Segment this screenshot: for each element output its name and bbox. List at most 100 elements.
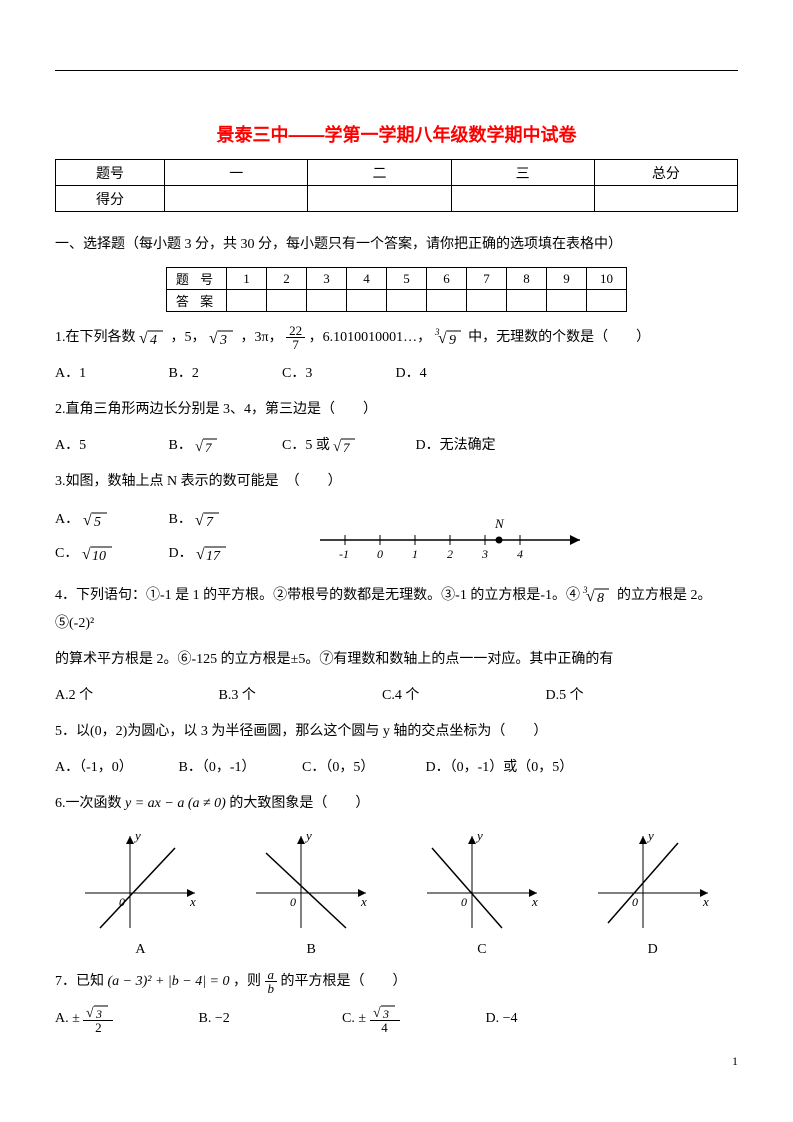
svg-text:y: y — [646, 828, 654, 843]
q7-D: D. −4 — [486, 1005, 586, 1033]
q6-labels: A B C D — [55, 942, 738, 958]
q4-D: D.5 个 — [546, 682, 706, 710]
q7-c: 的平方根是（ ） — [281, 974, 407, 989]
q2-opts: A．5 B． √7 C．5 或 √7 D．无法确定 — [55, 432, 738, 460]
q6-lB: B — [251, 942, 371, 958]
ag-a10 — [587, 290, 627, 312]
q4-line2: 的算术平方根是 2。⑥-125 的立方根是±5。⑦有理数和数轴上的点一一对应。其… — [55, 646, 738, 674]
q4-opts: A.2 个 B.3 个 C.4 个 D.5 个 — [55, 682, 738, 710]
svg-text:√: √ — [86, 1006, 94, 1020]
sqrt10-icon: √10 — [82, 543, 116, 565]
q1-B: B．2 — [169, 360, 279, 388]
ag-a3 — [307, 290, 347, 312]
ag-a8 — [507, 290, 547, 312]
q4-B: B.3 个 — [219, 682, 379, 710]
q5: 5．以(0，2)为圆心，以 3 为半径画圆，那么这个圆与 y 轴的交点坐标为（ … — [55, 718, 738, 746]
svg-text:√: √ — [333, 439, 342, 455]
ag-a5 — [387, 290, 427, 312]
svg-text:0: 0 — [632, 895, 638, 909]
svg-text:10: 10 — [92, 549, 106, 564]
q2: 2.直角三角形两边长分别是 3、4，第三边是（ ） — [55, 396, 738, 424]
sqrt7b-icon: √7 — [333, 436, 359, 456]
q3-C: C． √10 — [55, 540, 165, 568]
q2-C: C．5 或 √7 — [282, 432, 412, 460]
exam-title: 景泰三中——学第一学期八年级数学期中试卷 — [55, 121, 738, 147]
svg-text:√: √ — [83, 512, 92, 529]
ag-n2: 2 — [267, 268, 307, 290]
q5-D: D．（0，-1）或（0，5） — [426, 754, 574, 782]
svg-text:N: N — [494, 516, 505, 531]
frac-sqrt3-4: √3 4 — [370, 1004, 400, 1034]
q1-a: 1.在下列各数 — [55, 330, 136, 345]
q6-b: 的大致图象是（ ） — [229, 796, 369, 811]
cuberoot9-icon: 3√9 — [435, 327, 465, 349]
graph-D: y x 0 — [588, 828, 718, 938]
q6-lA: A — [80, 942, 200, 958]
svg-text:√: √ — [196, 546, 205, 563]
q5-B: B．（0，-1） — [179, 754, 299, 782]
q3-B: B． √7 — [169, 506, 279, 534]
svg-text:4: 4 — [517, 547, 523, 561]
sqrt7-icon: √7 — [195, 436, 221, 456]
svg-text:x: x — [702, 894, 709, 909]
score-h2: 二 — [308, 160, 451, 186]
q3-opts-row2: C． √10 D． √17 — [55, 540, 315, 568]
q1-C: C．3 — [282, 360, 392, 388]
q7-C: C. ± √3 4 — [342, 1004, 482, 1034]
q4-A: A.2 个 — [55, 682, 215, 710]
graph-A: y x 0 — [75, 828, 205, 938]
score-h4: 总分 — [594, 160, 737, 186]
cuberoot8-icon: 3√8 — [583, 585, 613, 607]
svg-text:x: x — [531, 894, 538, 909]
svg-text:√: √ — [139, 330, 148, 347]
svg-text:0: 0 — [377, 547, 383, 561]
q1-D: D．4 — [396, 360, 506, 388]
q5-A: A．（-1，0） — [55, 754, 175, 782]
q7-opts: A. ± √3 2 B. −2 C. ± √3 4 D. −4 — [55, 1004, 738, 1034]
score-h1: 一 — [165, 160, 308, 186]
ag-n1: 1 — [227, 268, 267, 290]
q1-A: A．1 — [55, 360, 165, 388]
sqrt17-icon: √17 — [196, 543, 230, 565]
svg-text:9: 9 — [449, 333, 456, 348]
page-number: 1 — [55, 1054, 738, 1069]
q6-lD: D — [593, 942, 713, 958]
svg-text:y: y — [304, 828, 312, 843]
q1-d: ，6.1010010001…， — [309, 330, 432, 345]
ag-a4 — [347, 290, 387, 312]
ag-a7 — [467, 290, 507, 312]
q5-C: C．（0，5） — [302, 754, 422, 782]
svg-text:√: √ — [195, 512, 204, 529]
ag-n6: 6 — [427, 268, 467, 290]
q6-lC: C — [422, 942, 542, 958]
q5-opts: A．（-1，0） B．（0，-1） C．（0，5） D．（0，-1）或（0，5） — [55, 754, 738, 782]
svg-text:4: 4 — [150, 333, 157, 348]
numberline-icon: -1 0 1 2 3 4 N — [315, 512, 595, 567]
frac-22-7: 227 — [286, 324, 305, 351]
svg-text:y: y — [133, 828, 141, 843]
svg-text:y: y — [475, 828, 483, 843]
q6: 6.一次函数 y = ax − a (a ≠ 0) 的大致图象是（ ） — [55, 790, 738, 818]
score-r1 — [165, 186, 308, 212]
svg-text:8: 8 — [597, 591, 604, 606]
q3-opts-row1: A． √5 B． √7 — [55, 506, 315, 534]
svg-text:1: 1 — [412, 547, 418, 561]
q1: 1.在下列各数 √4 ，5， √3 ，3π， 227 ，6.1010010001… — [55, 324, 738, 352]
svg-text:0: 0 — [461, 895, 467, 909]
svg-text:x: x — [189, 894, 196, 909]
q4: 4．下列语句：①-1 是 1 的平方根。②带根号的数都是无理数。③-1 的立方根… — [55, 582, 738, 638]
q2-B: B． √7 — [169, 432, 279, 460]
q7: 7．已知 (a − 3)² + |b − 4| = 0 ，则 ab 的平方根是（… — [55, 968, 738, 996]
sqrt7c-icon: √7 — [195, 509, 223, 531]
ag-n4: 4 — [347, 268, 387, 290]
svg-text:x: x — [360, 894, 367, 909]
q2-A: A．5 — [55, 432, 165, 460]
q4-C: C.4 个 — [382, 682, 542, 710]
graph-B: yx0 — [246, 828, 376, 938]
q7-B: B. −2 — [199, 1005, 339, 1033]
svg-text:3: 3 — [219, 333, 227, 348]
frac-ab: ab — [265, 968, 278, 995]
sqrt3-icon: √3 — [209, 327, 237, 349]
svg-text:7: 7 — [343, 440, 350, 455]
svg-text:0: 0 — [119, 895, 125, 909]
